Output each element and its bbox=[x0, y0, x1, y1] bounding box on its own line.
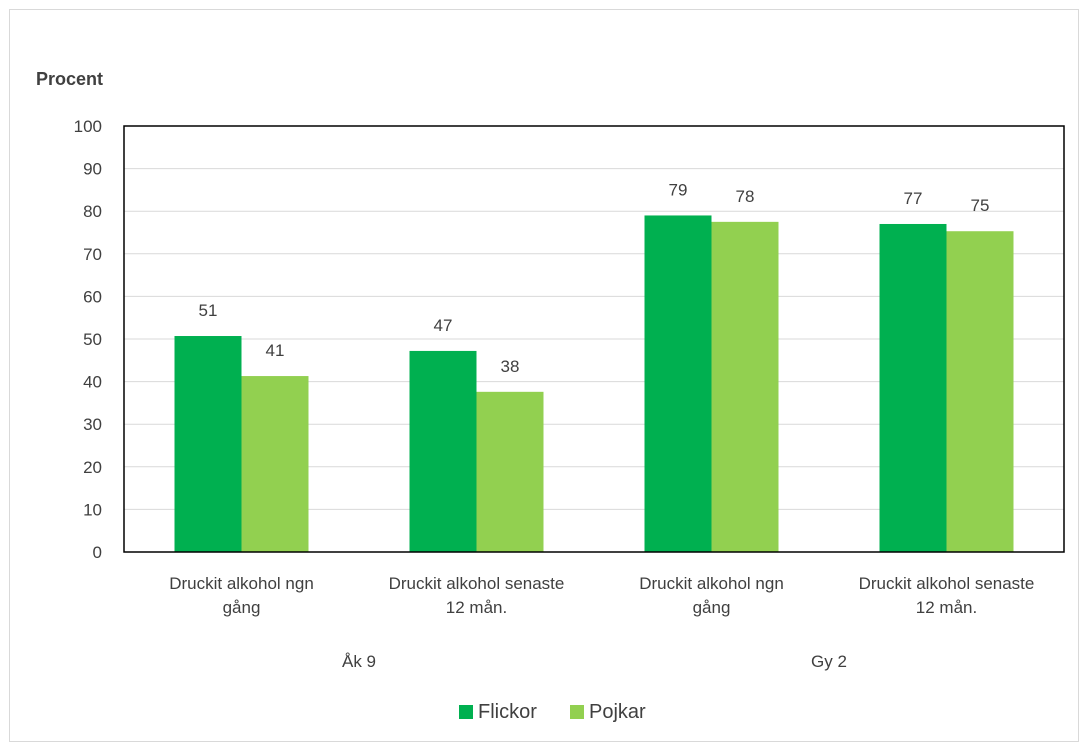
data-label: 79 bbox=[669, 180, 688, 199]
category-label: Druckit alkohol senaste 12 mån. bbox=[389, 574, 565, 617]
data-label: 38 bbox=[501, 357, 520, 376]
y-tick-label: 20 bbox=[83, 458, 102, 477]
group-label: Åk 9 bbox=[342, 652, 376, 671]
y-axis-title: Procent bbox=[36, 69, 103, 89]
y-tick-label: 50 bbox=[83, 330, 102, 349]
plot-area-border bbox=[123, 125, 1065, 553]
bar-pojkar bbox=[946, 231, 1014, 553]
data-label: 78 bbox=[736, 187, 755, 206]
y-tick-label: 0 bbox=[93, 543, 102, 562]
category-label: Druckit alkohol senaste 12 mån. bbox=[859, 574, 1035, 617]
bar-flickor bbox=[174, 336, 242, 552]
y-tick-label: 60 bbox=[83, 287, 102, 306]
category-label: Druckit alkohol ngn gång bbox=[169, 574, 314, 617]
data-label: 51 bbox=[199, 301, 218, 320]
bar-flickor bbox=[644, 215, 712, 552]
y-tick-label: 10 bbox=[83, 500, 102, 519]
data-label: 77 bbox=[904, 189, 923, 208]
y-tick-label: 70 bbox=[83, 245, 102, 264]
data-label: 75 bbox=[971, 196, 990, 215]
group-labels: Åk 9 Gy 2 bbox=[342, 652, 847, 671]
category-labels: Druckit alkohol ngn gång Druckit alkohol s… bbox=[169, 574, 1034, 617]
y-tick-label: 100 bbox=[74, 117, 102, 136]
y-tick-label: 80 bbox=[83, 202, 102, 221]
data-label: 41 bbox=[266, 341, 285, 360]
data-labels: 51 41 47 38 79 78 77 75 bbox=[199, 180, 990, 375]
bar-pojkar bbox=[241, 376, 309, 552]
y-tick-label: 30 bbox=[83, 415, 102, 434]
legend: Flickor Pojkar bbox=[459, 701, 646, 723]
y-tick-label: 90 bbox=[83, 160, 102, 179]
y-tick-label: 40 bbox=[83, 373, 102, 392]
bar-pojkar bbox=[476, 391, 544, 552]
legend-label: Pojkar bbox=[589, 701, 646, 723]
legend-label: Flickor bbox=[478, 701, 537, 723]
bar-flickor bbox=[879, 223, 947, 553]
category-label: Druckit alkohol ngn gång bbox=[639, 574, 784, 617]
data-label: 47 bbox=[434, 316, 453, 335]
bar-flickor bbox=[409, 350, 477, 552]
legend-swatch-flickor bbox=[459, 705, 473, 719]
y-tick-labels: 0 10 20 30 40 50 60 70 80 90 100 bbox=[74, 117, 102, 562]
legend-swatch-pojkar bbox=[570, 705, 584, 719]
bars bbox=[174, 215, 1014, 553]
bar-pojkar bbox=[711, 221, 779, 552]
group-label: Gy 2 bbox=[811, 652, 847, 671]
